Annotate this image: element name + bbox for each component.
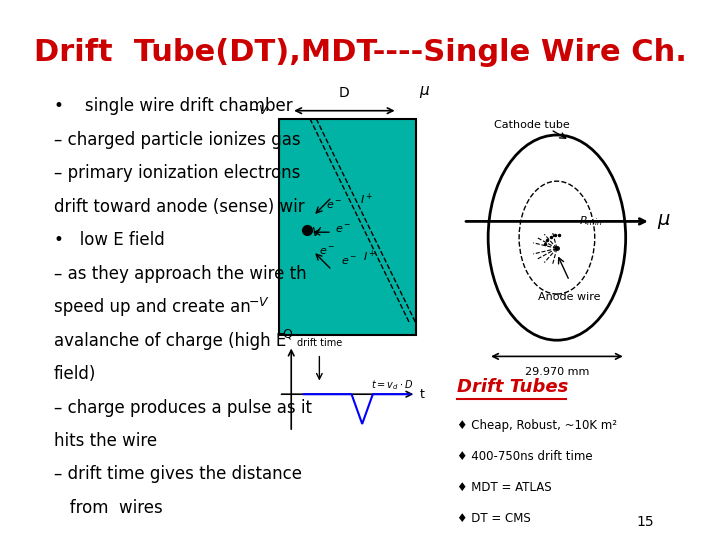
Text: $+V$: $+V$ bbox=[301, 226, 323, 239]
Text: $e^-$: $e^-$ bbox=[341, 256, 358, 267]
Text: •   low E field: • low E field bbox=[54, 231, 164, 249]
Text: •    single wire drift chamber: • single wire drift chamber bbox=[54, 97, 292, 115]
Text: $e^-$: $e^-$ bbox=[335, 224, 351, 235]
FancyBboxPatch shape bbox=[279, 119, 416, 335]
Text: $-V$: $-V$ bbox=[248, 296, 269, 309]
Text: speed up and create an: speed up and create an bbox=[54, 298, 251, 316]
Text: 29.970 mm: 29.970 mm bbox=[525, 367, 589, 377]
Text: $e^-$: $e^-$ bbox=[320, 246, 336, 256]
Text: hits the wire: hits the wire bbox=[54, 432, 157, 450]
Text: Cathode tube: Cathode tube bbox=[494, 119, 570, 130]
Text: – charge produces a pulse as it: – charge produces a pulse as it bbox=[54, 399, 312, 416]
Text: $I^+$: $I^+$ bbox=[363, 249, 377, 264]
Text: Q: Q bbox=[282, 327, 292, 340]
Text: $-V$: $-V$ bbox=[248, 104, 269, 117]
Text: from  wires: from wires bbox=[54, 499, 163, 517]
Text: 15: 15 bbox=[636, 515, 654, 529]
Text: Drift Tubes: Drift Tubes bbox=[457, 378, 568, 396]
Text: ♦ MDT = ATLAS: ♦ MDT = ATLAS bbox=[457, 481, 552, 494]
Text: Anode wire: Anode wire bbox=[538, 292, 600, 302]
Ellipse shape bbox=[488, 135, 626, 340]
Text: ♦ DT = CMS: ♦ DT = CMS bbox=[457, 512, 531, 525]
Text: $t = v_d \cdot D$: $t = v_d \cdot D$ bbox=[371, 377, 413, 392]
Text: t: t bbox=[419, 388, 424, 401]
Text: drift time: drift time bbox=[297, 338, 343, 348]
Text: ♦ 400-750ns drift time: ♦ 400-750ns drift time bbox=[457, 450, 593, 463]
Text: $e^-$: $e^-$ bbox=[325, 200, 342, 211]
Text: – charged particle ionizes gas: – charged particle ionizes gas bbox=[54, 131, 300, 149]
Text: $\mu$: $\mu$ bbox=[419, 84, 431, 100]
Text: – drift time gives the distance: – drift time gives the distance bbox=[54, 465, 302, 483]
Ellipse shape bbox=[519, 181, 595, 294]
Text: $R_{min}$: $R_{min}$ bbox=[579, 214, 603, 228]
Text: avalanche of charge (high E: avalanche of charge (high E bbox=[54, 332, 286, 349]
Text: $\mu$: $\mu$ bbox=[657, 212, 671, 231]
Text: Drift  Tube(DT),MDT----Single Wire Ch.: Drift Tube(DT),MDT----Single Wire Ch. bbox=[34, 38, 686, 67]
Text: drift toward anode (sense) wir: drift toward anode (sense) wir bbox=[54, 198, 305, 215]
Text: – as they approach the wire th: – as they approach the wire th bbox=[54, 265, 306, 282]
Text: – primary ionization electrons: – primary ionization electrons bbox=[54, 164, 300, 182]
Text: ♦ Cheap, Robust, ~10K m²: ♦ Cheap, Robust, ~10K m² bbox=[457, 418, 617, 431]
Text: $I^+$: $I^+$ bbox=[360, 192, 373, 207]
Text: field): field) bbox=[54, 365, 96, 383]
Text: D: D bbox=[339, 86, 350, 100]
